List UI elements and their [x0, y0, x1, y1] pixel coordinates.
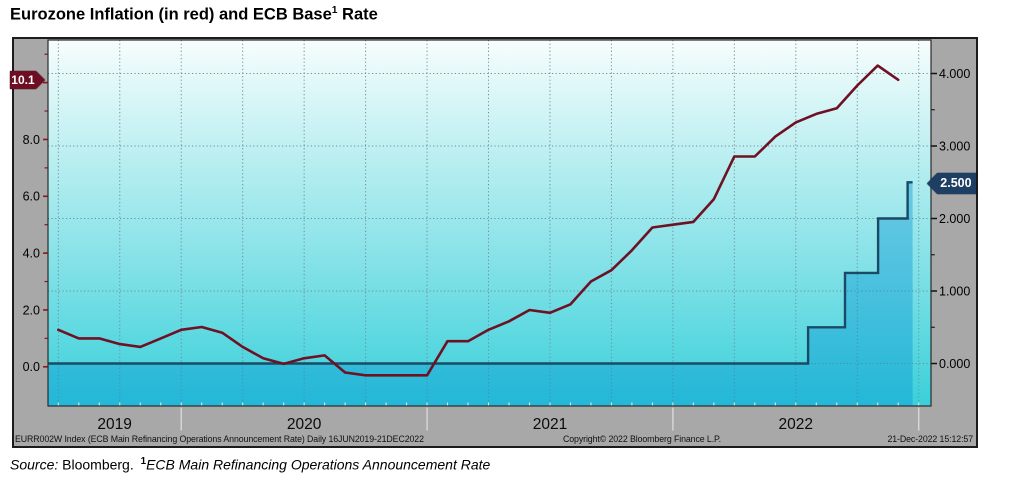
title-text: Eurozone Inflation (in red) and ECB Base — [10, 5, 332, 24]
left-axis-tick-label: 2.0 — [23, 303, 40, 317]
chart-footer-copyright: Copyright© 2022 Bloomberg Finance L.P. — [562, 434, 722, 444]
inflation-line — [56, 64, 900, 377]
plot-border — [47, 39, 932, 407]
right-axis-tick-label: 0.000 — [939, 357, 970, 371]
title-footnote-marker: 1 — [331, 5, 338, 16]
inflation-last-value-badge: 10.1 — [10, 71, 45, 89]
title-suffix: Rate — [337, 5, 378, 24]
year-tick-label: 2020 — [287, 416, 322, 433]
left-axis-tick-label: 6.0 — [23, 190, 40, 204]
footnote-marker: 1 — [140, 456, 147, 467]
year-tick-label: 2021 — [533, 416, 567, 433]
x-axis: 2019 2020 2021 2022 — [97, 407, 920, 433]
right-axis-tick-label: 2.000 — [939, 212, 970, 226]
source-label: Source: — [10, 456, 59, 473]
chart-footer-ticker: EURR002W Index (ECB Main Refinancing Ope… — [15, 434, 424, 444]
month-ticks — [57, 402, 920, 406]
plot-background — [48, 40, 931, 406]
rate-area-fill — [48, 182, 913, 406]
right-axis-tick-label: 1.000 — [939, 284, 970, 298]
left-axis-tick-label: 0.0 — [23, 360, 40, 374]
chart-footer-timestamp: 21-Dec-2022 15:12:57 — [887, 434, 973, 444]
year-tick-label: 2019 — [97, 416, 131, 433]
source-value: Bloomberg. — [58, 456, 138, 473]
footnote-text: ECB Main Refinancing Operations Announce… — [146, 456, 491, 473]
rate-step-line — [48, 181, 913, 365]
left-axis: 0.0 2.0 4.0 6.0 8.0 — [23, 53, 48, 374]
left-axis-tick-label: 8.0 — [23, 133, 40, 147]
page-title: Eurozone Inflation (in red) and ECB Base… — [10, 5, 378, 25]
left-axis-tick-label: 4.0 — [23, 246, 40, 260]
right-axis-tick-label: 3.000 — [939, 139, 970, 153]
bloomberg-chart: 0.0 2.0 4.0 6.0 8.0 0.000 1.000 2.000 3.000 4.000… — [10, 37, 978, 448]
rate-badge-value: 2.500 — [940, 176, 972, 191]
year-tick-label: 2022 — [779, 416, 813, 433]
right-axis: 0.000 1.000 2.000 3.000 4.000 — [931, 67, 970, 371]
source-line: Source: Bloomberg. 1ECB Main Refinancing… — [10, 456, 490, 473]
chart-canvas: 0.0 2.0 4.0 6.0 8.0 0.000 1.000 2.000 3.000 4.000… — [23, 39, 970, 433]
inflation-badge-shape: 10.1 — [10, 71, 45, 89]
rate-last-value-badge: 2.500 — [927, 173, 976, 194]
rate-badge-shape: 2.500 — [927, 173, 976, 194]
inflation-badge-value: 10.1 — [11, 73, 35, 87]
right-axis-tick-label: 4.000 — [939, 67, 970, 81]
